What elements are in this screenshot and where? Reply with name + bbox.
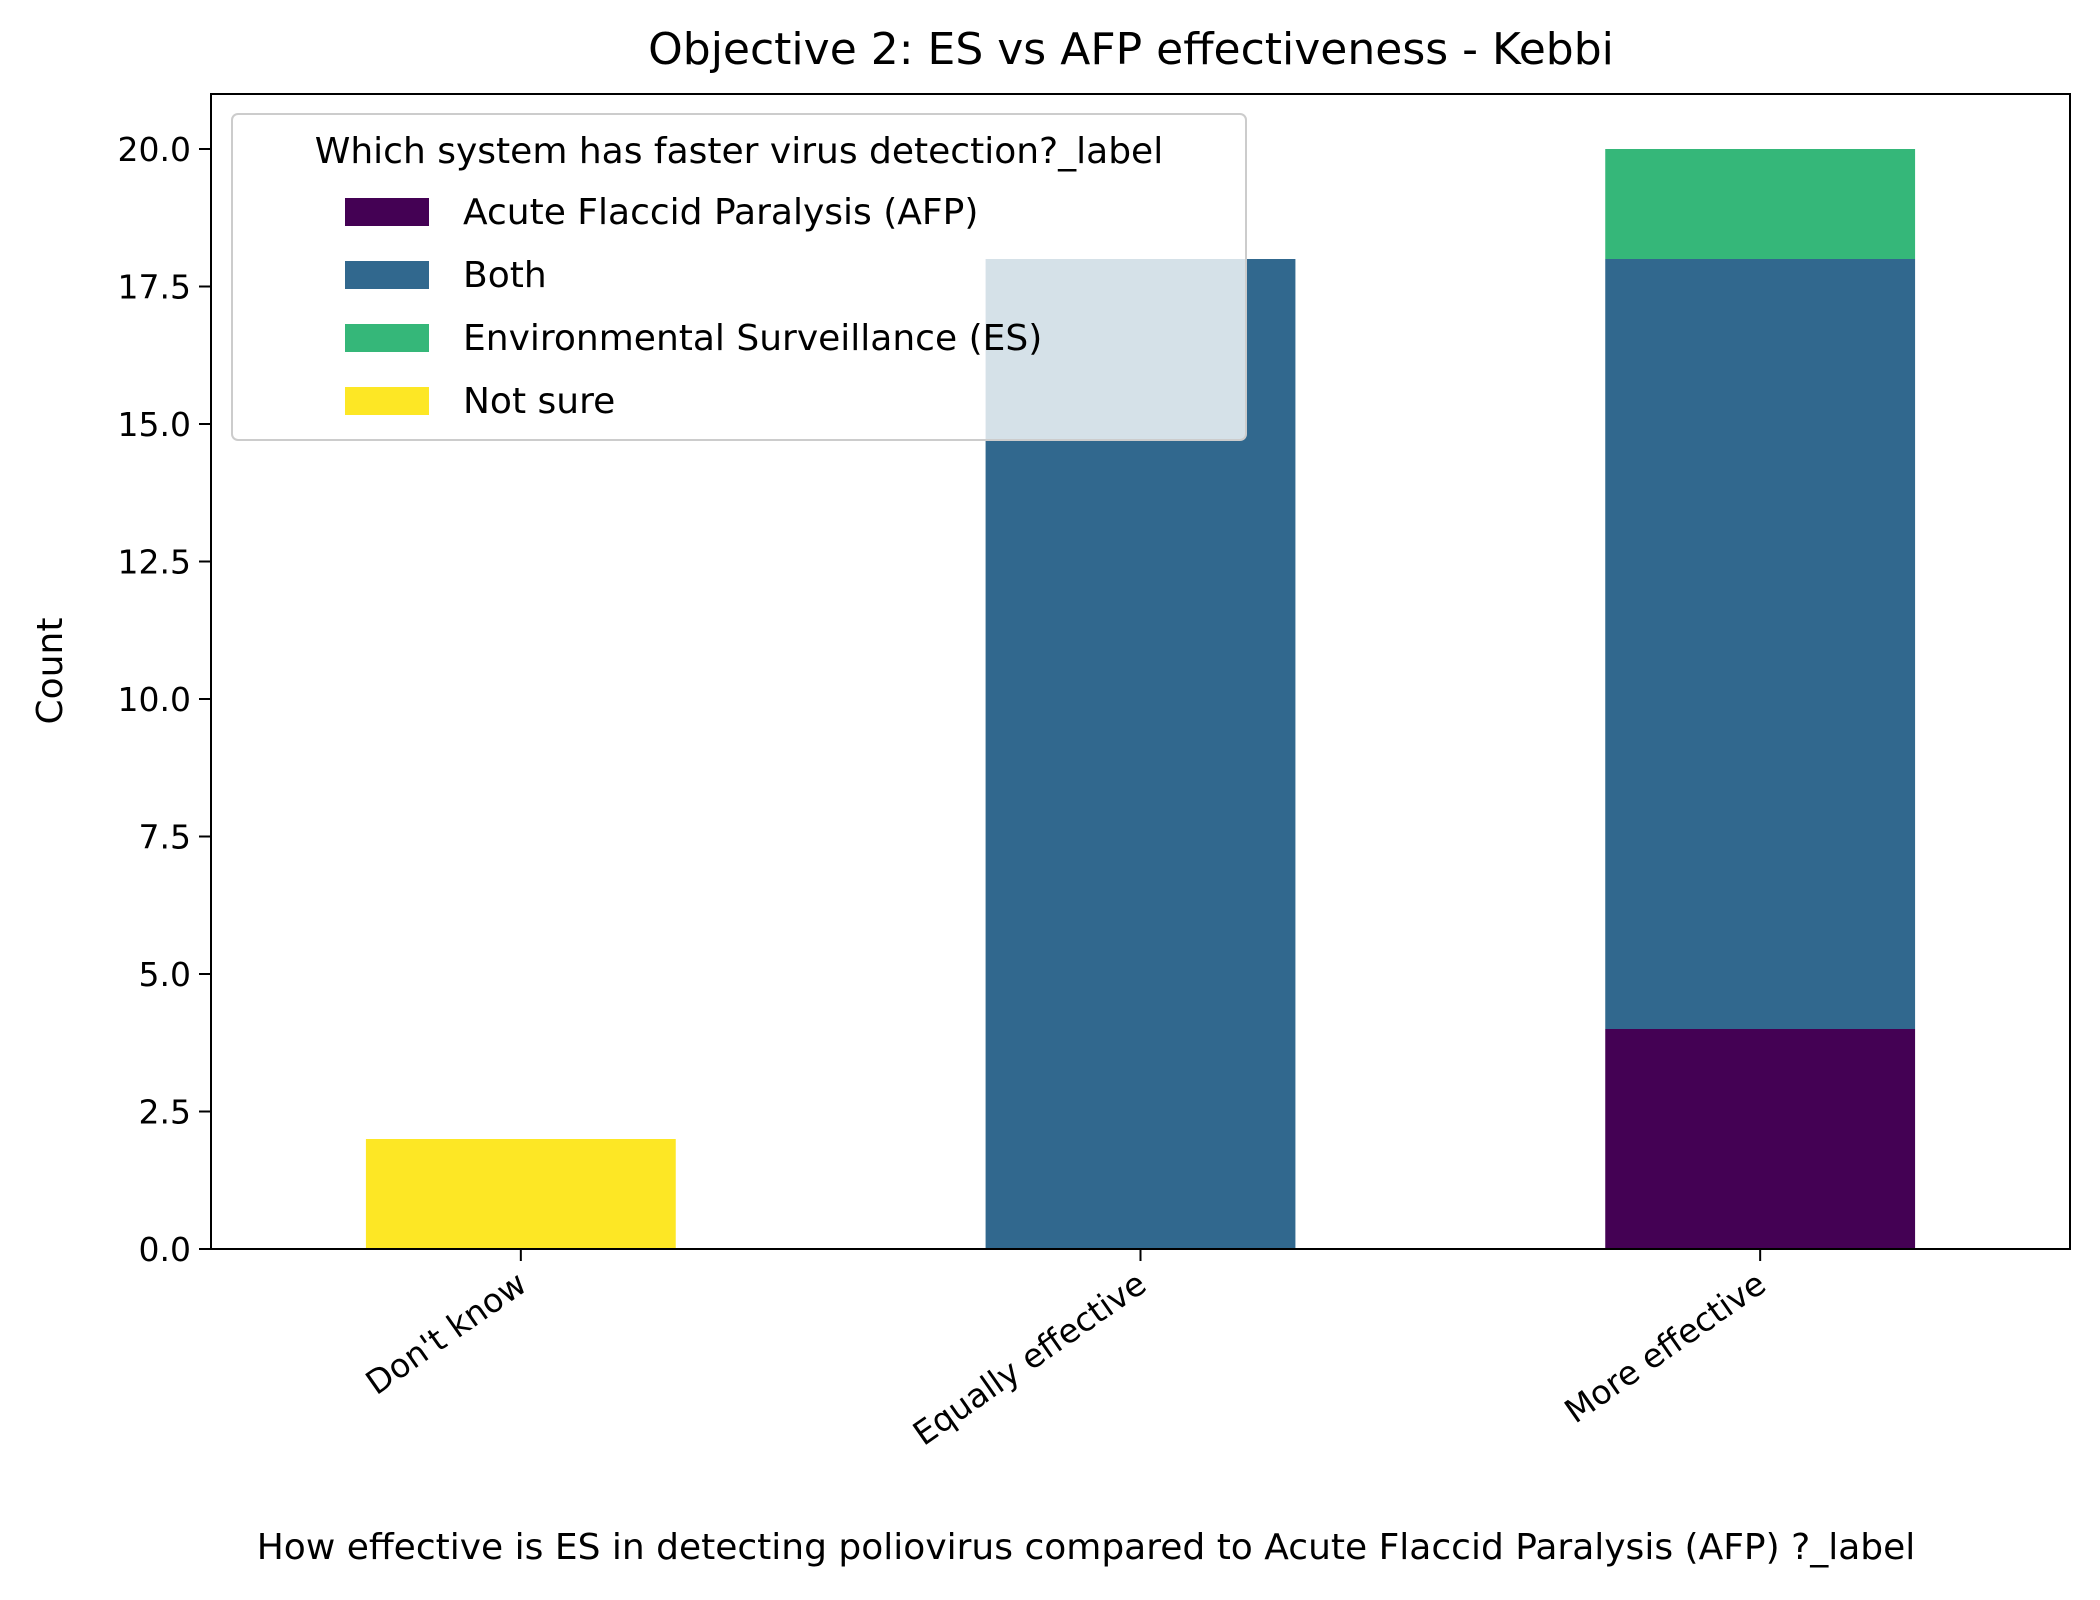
legend-swatch [345,261,429,289]
y-tick-label: 5.0 [139,955,191,994]
bar-segment [1605,259,1916,1029]
y-axis-label: Count [30,618,71,725]
y-tick-label: 20.0 [118,130,191,169]
legend-label: Not sure [463,381,615,422]
bar-segment [1605,149,1916,259]
y-tick-label: 10.0 [118,680,191,719]
y-tick-label: 2.5 [139,1093,191,1132]
y-axis: 0.0 2.5 5.0 7.5 10.0 12.5 15.0 17.5 20.0 [118,130,211,1269]
legend-swatch [345,324,429,352]
legend-swatch [345,387,429,415]
legend-swatch [345,198,429,226]
chart-title: Objective 2: ES vs AFP effectiveness - K… [648,24,1614,75]
legend-frame [231,113,1247,441]
x-tick-label: More effective [1557,1264,1772,1431]
y-tick-label: 7.5 [139,818,191,857]
legend-items: Acute Flaccid Paralysis (AFP) Both Environ… [345,192,1042,422]
bar-segment [365,1139,676,1249]
legend-label: Acute Flaccid Paralysis (AFP) [463,192,978,233]
x-axis-label: How effective is ES in detecting poliovi… [257,1527,1916,1568]
legend: Which system has faster virus detection?… [231,113,1247,441]
x-tick-label: Don't know [358,1264,533,1403]
x-axis: Don't know Equally effective More effectiv… [358,1249,1773,1454]
y-tick-label: 15.0 [118,405,191,444]
y-tick-label: 0.0 [139,1230,191,1269]
legend-label: Environmental Surveillance (ES) [463,318,1042,359]
bar-segment [1605,1029,1916,1249]
legend-title: Which system has faster virus detection?… [315,131,1163,172]
plot-frame [210,93,2071,1250]
y-tick-label: 12.5 [118,543,191,582]
legend-label: Both [463,255,547,296]
y-tick-label: 17.5 [118,268,191,307]
x-tick-label: Equally effective [906,1264,1153,1454]
